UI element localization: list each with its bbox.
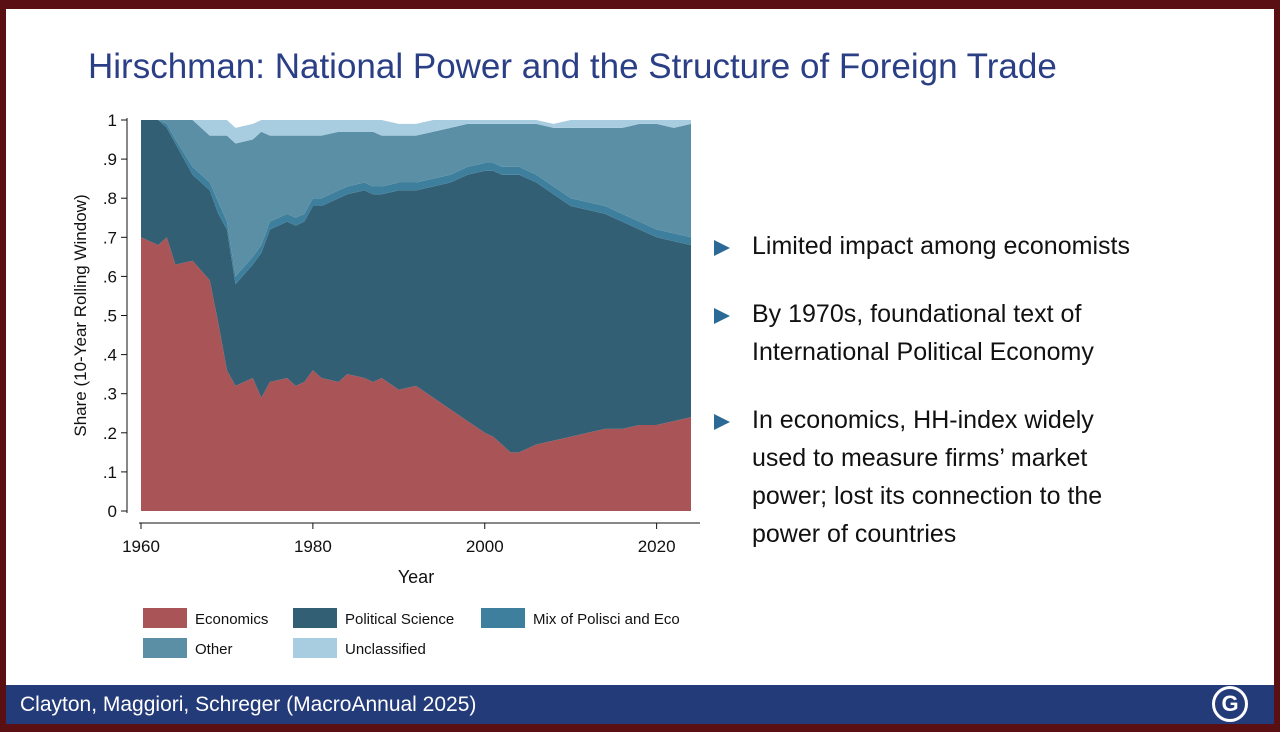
- footer-bar: Clayton, Maggiori, Schreger (MacroAnnual…: [6, 685, 1274, 724]
- slide-title: Hirschman: National Power and the Struct…: [88, 47, 1057, 86]
- x-axis-title: Year: [398, 567, 434, 587]
- bullet-line: power of countries: [752, 520, 957, 548]
- y-tick-label: .8: [103, 189, 117, 208]
- x-tick-label: 1960: [122, 537, 160, 556]
- y-tick-label: .3: [103, 385, 117, 404]
- bullet-item: Limited impact among economists: [712, 227, 1252, 265]
- legend-label: Mix of Polisci and Eco: [533, 611, 680, 628]
- y-tick-label: .2: [103, 424, 117, 443]
- bullet-item: In economics, HH-index widely used to me…: [712, 401, 1252, 553]
- triangle-bullet-icon: [714, 414, 730, 430]
- bullet-line: Limited impact among economists: [752, 232, 1130, 260]
- y-tick-label: 1: [108, 111, 117, 130]
- legend-swatch: [481, 608, 525, 628]
- legend-label: Economics: [195, 611, 268, 628]
- y-tick-label: .7: [103, 228, 117, 247]
- stacked-area-chart: 0 .1 .2 .3 .4 .5 .6 .7 .8 .9 1 1960 1980 2000 2020 Year…: [71, 111, 700, 658]
- y-tick-label: .1: [103, 463, 117, 482]
- logo-icon: G: [1212, 686, 1248, 722]
- y-axis-title: Share (10-Year Rolling Window): [71, 194, 90, 436]
- y-tick-label: 0: [108, 502, 117, 521]
- bullet-list: Limited impact among economists By 1970s…: [712, 227, 1252, 583]
- x-tick-label: 2000: [466, 537, 504, 556]
- area-series-economics: [141, 237, 691, 512]
- y-tick-label: .5: [103, 307, 117, 326]
- y-tick-label: .9: [103, 150, 117, 169]
- legend-swatch: [143, 638, 187, 658]
- legend-swatch: [143, 608, 187, 628]
- legend-swatch: [293, 608, 337, 628]
- y-tick-label: .6: [103, 267, 117, 286]
- legend-swatch: [293, 638, 337, 658]
- legend-label: Other: [195, 641, 233, 658]
- legend-label: Political Science: [345, 611, 454, 628]
- bullet-line: power; lost its connection to the: [752, 482, 1103, 510]
- bullet-line: used to measure firms’ market: [752, 444, 1088, 472]
- footer-citation: Clayton, Maggiori, Schreger (MacroAnnual…: [20, 693, 477, 716]
- legend-label: Unclassified: [345, 641, 426, 658]
- area-series-unclassified: [141, 120, 691, 144]
- bullet-line: International Political Economy: [752, 338, 1094, 366]
- area-series-other: [141, 120, 691, 277]
- bullet-line: By 1970s, foundational text of: [752, 300, 1082, 328]
- slide: Hirschman: National Power and the Struct…: [6, 9, 1274, 724]
- x-tick-label: 1980: [294, 537, 332, 556]
- triangle-bullet-icon: [714, 308, 730, 324]
- bullet-line: In economics, HH-index widely: [752, 406, 1094, 434]
- y-tick-label: .4: [103, 346, 117, 365]
- area-series-political-science: [141, 120, 691, 453]
- x-tick-label: 2020: [638, 537, 676, 556]
- area-series-mix-of-polisci-and-eco: [141, 120, 691, 285]
- triangle-bullet-icon: [714, 240, 730, 256]
- bullet-item: By 1970s, foundational text of Internati…: [712, 295, 1252, 371]
